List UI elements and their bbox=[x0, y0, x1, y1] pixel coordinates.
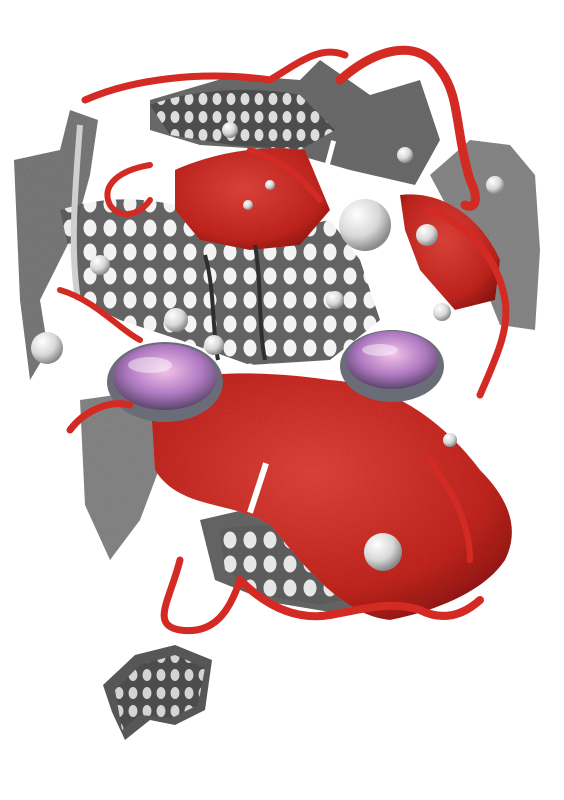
seam-right bbox=[70, 124, 83, 301]
sphere-2 bbox=[339, 199, 391, 251]
sphere-12 bbox=[397, 147, 413, 163]
sphere-11 bbox=[90, 255, 110, 275]
red-mass-lower bbox=[150, 373, 512, 620]
sphere-10 bbox=[326, 291, 344, 309]
white-spheres bbox=[31, 122, 504, 571]
gray-mass-center-left bbox=[80, 390, 170, 560]
strand-bottom bbox=[236, 576, 484, 621]
strand-lower-right bbox=[427, 457, 473, 563]
red-strands bbox=[57, 45, 510, 635]
sphere-5 bbox=[433, 303, 451, 321]
strand-top-right-loop bbox=[335, 45, 480, 211]
sphere-4 bbox=[416, 224, 438, 246]
red-mass-upper bbox=[175, 148, 330, 250]
strand-top-left-curl bbox=[104, 162, 153, 217]
red-mass-right bbox=[400, 194, 500, 310]
lens-left-highlight bbox=[128, 357, 172, 373]
lens-left-glass bbox=[113, 344, 217, 410]
slit-center bbox=[247, 462, 269, 514]
lens-right bbox=[340, 330, 444, 402]
sphere-6 bbox=[443, 433, 457, 447]
sphere-15 bbox=[486, 176, 504, 194]
sphere-9 bbox=[204, 335, 224, 355]
white-slits bbox=[247, 140, 337, 514]
dotted-sheet-top bbox=[150, 89, 335, 150]
sphere-8 bbox=[164, 308, 188, 332]
sphere-7 bbox=[222, 122, 238, 138]
strand-top-arc bbox=[81, 48, 349, 104]
strand-left-hook bbox=[66, 400, 134, 434]
sphere-1 bbox=[31, 332, 63, 364]
lens-left bbox=[107, 342, 223, 422]
strand-right-down bbox=[426, 206, 510, 399]
strand-lower-left bbox=[160, 556, 244, 635]
sphere-14 bbox=[243, 200, 253, 210]
sphere-3 bbox=[364, 533, 402, 571]
seam-mid bbox=[253, 244, 267, 361]
strand-mid-top bbox=[247, 147, 323, 203]
slit-top bbox=[320, 140, 337, 181]
sphere-13 bbox=[265, 180, 275, 190]
strand-mid-left bbox=[57, 287, 143, 343]
lens-right-highlight bbox=[362, 344, 398, 356]
lens-right-glass bbox=[346, 331, 438, 389]
dotted-fragment-bottom-left bbox=[115, 655, 205, 730]
